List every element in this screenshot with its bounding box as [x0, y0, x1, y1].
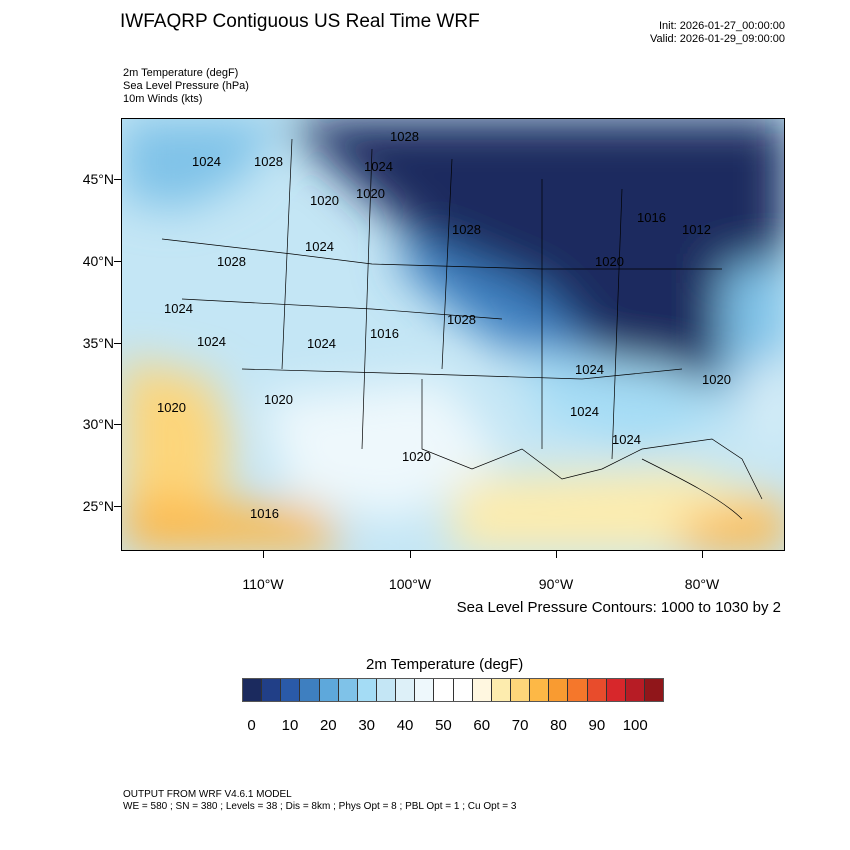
lon-label: 90°W: [538, 576, 574, 592]
colorbar-label: 50: [435, 717, 452, 734]
field-label-pressure: Sea Level Pressure (hPa): [123, 80, 249, 92]
pressure-label: 1020: [402, 449, 431, 464]
colorbar-swatch: [568, 679, 588, 701]
colorbar-swatch: [281, 679, 301, 701]
plot-title: IWFAQRP Contiguous US Real Time WRF: [120, 11, 480, 32]
pressure-label: 1020: [310, 193, 339, 208]
pressure-label: 1016: [250, 506, 279, 521]
colorbar-swatch: [319, 679, 339, 701]
colorbar-label: 10: [281, 717, 299, 734]
colorbar-swatch: [510, 679, 531, 701]
colorbar-swatch: [587, 679, 607, 701]
colorbar-label: 0: [247, 717, 256, 734]
lon-tick: [263, 551, 264, 558]
colorbar: [242, 678, 664, 702]
footer-config: WE = 580 ; SN = 380 ; Levels = 38 ; Dis …: [123, 801, 517, 812]
colorbar-swatch: [549, 679, 569, 701]
lat-tick: [114, 424, 121, 425]
lat-tick: [114, 343, 121, 344]
colorbar-swatch: [453, 679, 473, 701]
lon-label: 110°W: [242, 576, 284, 592]
pressure-label: 1024: [612, 432, 641, 447]
temperature-map: 1024 1028 1028 1024 1020 1020 1028 1024 …: [121, 118, 785, 551]
colorbar-swatch: [396, 679, 416, 701]
pressure-contour-labels: 1024 1028 1028 1024 1020 1020 1028 1024 …: [157, 129, 731, 521]
colorbar-label: 100: [622, 717, 648, 734]
colorbar-swatch: [338, 679, 358, 701]
colorbar-label: 70: [511, 717, 529, 734]
colorbar-swatch: [625, 679, 645, 701]
colorbar-swatch: [606, 679, 626, 701]
colorbar-swatch: [300, 679, 320, 701]
colorbar-label: 80: [550, 717, 567, 734]
pressure-label: 1016: [370, 326, 399, 341]
colorbar-swatch: [644, 679, 664, 701]
pressure-label: 1024: [164, 301, 193, 316]
state-borders: [161, 138, 763, 520]
lon-tick: [410, 551, 411, 558]
lat-tick: [114, 261, 121, 262]
pressure-label: 1024: [364, 159, 393, 174]
lat-tick: [114, 179, 121, 180]
lat-label: 40°N: [82, 253, 114, 269]
lon-tick: [556, 551, 557, 558]
colorbar-swatch: [262, 679, 282, 701]
pressure-label: 1024: [307, 336, 336, 351]
colorbar-swatch: [357, 679, 377, 701]
pressure-label: 1028: [452, 222, 481, 237]
pressure-label: 1024: [575, 362, 604, 377]
colorbar-label: 60: [473, 717, 491, 734]
colorbar-label: 40: [396, 717, 414, 734]
pressure-label: 1020: [264, 392, 293, 407]
pressure-label: 1020: [356, 186, 385, 201]
lat-label: 35°N: [82, 335, 114, 351]
lon-label: 80°W: [684, 576, 720, 592]
colorbar-swatch: [472, 679, 492, 701]
pressure-label: 1024: [192, 154, 221, 169]
colorbar-label: 30: [358, 717, 376, 734]
colorbar-swatch: [376, 679, 397, 701]
pressure-label: 1020: [702, 372, 731, 387]
colorbar-swatch: [491, 679, 511, 701]
pressure-label: 1028: [390, 129, 419, 144]
pressure-label: 1024: [305, 239, 334, 254]
lon-label: 100°W: [388, 576, 432, 592]
colorbar-label: 20: [319, 717, 337, 734]
pressure-label: 1020: [595, 254, 624, 269]
lat-tick: [114, 506, 121, 507]
pressure-label: 1028: [447, 312, 476, 327]
map-canvas: 1024 1028 1028 1024 1020 1020 1028 1024 …: [122, 119, 784, 550]
footer-model: OUTPUT FROM WRF V4.6.1 MODEL: [123, 789, 292, 800]
init-time: Init: 2026-01-27_00:00:00: [659, 20, 785, 32]
field-label-temperature: 2m Temperature (degF): [123, 67, 239, 79]
lat-label: 25°N: [82, 498, 114, 514]
pressure-label: 1024: [197, 334, 226, 349]
colorbar-swatch: [415, 679, 435, 701]
colorbar-title: 2m Temperature (degF): [366, 656, 524, 673]
pressure-label: 1024: [570, 404, 599, 419]
field-label-winds: 10m Winds (kts): [123, 93, 203, 105]
slp-contour-note: Sea Level Pressure Contours: 1000 to 103…: [456, 599, 781, 616]
lat-label: 30°N: [82, 416, 114, 432]
colorbar-swatch: [530, 679, 550, 701]
pressure-label: 1028: [254, 154, 283, 169]
pressure-label: 1012: [682, 222, 711, 237]
pressure-label: 1020: [157, 400, 186, 415]
pressure-label: 1016: [637, 210, 666, 225]
pressure-label: 1028: [217, 254, 246, 269]
colorbar-label: 90: [588, 717, 606, 734]
colorbar-swatch: [243, 679, 263, 701]
temperature-field: [122, 119, 784, 550]
lon-tick: [702, 551, 703, 558]
valid-time: Valid: 2026-01-29_09:00:00: [650, 33, 785, 45]
colorbar-swatch: [434, 679, 454, 701]
lat-label: 45°N: [82, 171, 114, 187]
